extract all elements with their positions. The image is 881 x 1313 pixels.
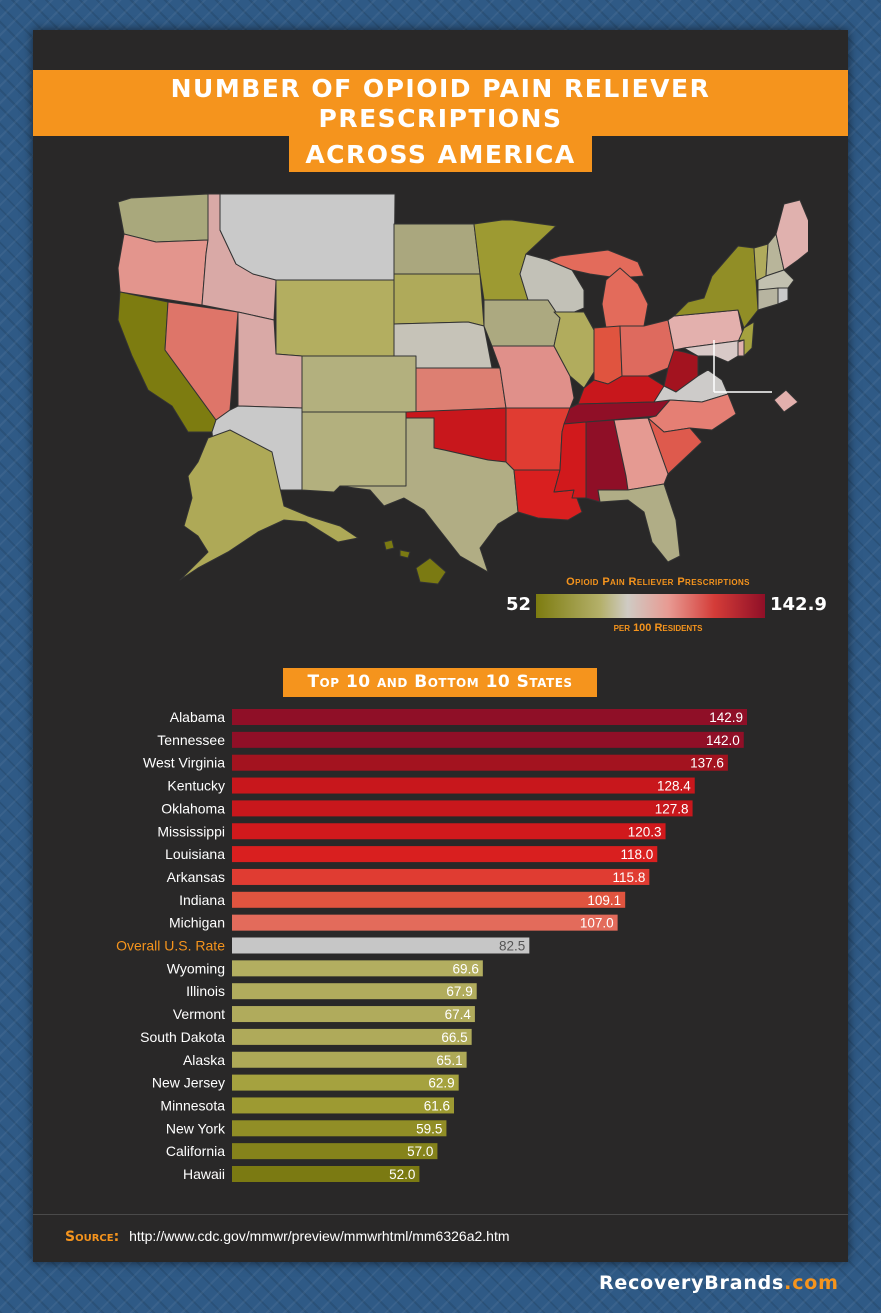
main-title: Number of Opioid Pain Reliever Prescript… [33, 70, 848, 172]
value-label-alaska: 65.1 [436, 1053, 462, 1068]
state-montana [219, 193, 396, 281]
infographic-panel: Number of Opioid Pain Reliever Prescript… [33, 30, 848, 1262]
bar-new-jersey [232, 1074, 459, 1091]
value-label-alabama: 142.9 [709, 710, 743, 725]
brand-logo: RecoveryBrands.com [599, 1272, 839, 1294]
category-label-new-york: New York [166, 1120, 226, 1136]
category-label-indiana: Indiana [179, 892, 225, 908]
bar-chart: Alabama 142.9 Tennessee 142.0 West Virginia 1… [116, 709, 747, 1182]
value-label-indiana: 109.1 [587, 893, 621, 908]
category-label-south-dakota: South Dakota [140, 1029, 225, 1045]
bar-chart-title: Top 10 and Bottom 10 States [283, 668, 597, 697]
state-north-carolina [647, 393, 737, 433]
bar-tennessee [232, 731, 744, 748]
category-label-arkansas: Arkansas [167, 869, 225, 885]
us-choropleth-map [108, 180, 829, 625]
value-label-louisiana: 118.0 [620, 847, 653, 862]
state-dc-inset [773, 389, 799, 413]
bar-minnesota [232, 1097, 455, 1114]
category-label-hawaii: Hawaii [183, 1166, 225, 1182]
value-label-south-dakota: 66.5 [441, 1030, 467, 1045]
bar-mississippi [232, 823, 666, 840]
value-label-overall-u-s-rate: 82.5 [499, 939, 525, 954]
legend-color-scale [536, 594, 765, 618]
bar-indiana [232, 891, 626, 908]
bar-alabama [232, 709, 747, 725]
category-label-louisiana: Louisiana [165, 846, 225, 862]
source-label: Source: [65, 1229, 120, 1245]
source-divider [33, 1214, 848, 1215]
value-label-kentucky: 128.4 [657, 779, 691, 794]
category-label-wyoming: Wyoming [167, 960, 225, 976]
category-label-alaska: Alaska [183, 1052, 225, 1068]
state-alaska [179, 429, 359, 581]
bar-west-virginia [232, 754, 728, 771]
title-line-2: Across America [289, 136, 592, 172]
category-label-alabama: Alabama [170, 709, 225, 725]
bar-michigan [232, 914, 618, 931]
bar-illinois [232, 983, 477, 1000]
value-label-michigan: 107.0 [580, 916, 614, 931]
category-label-vermont: Vermont [173, 1006, 225, 1022]
value-label-california: 57.0 [407, 1144, 433, 1159]
legend-min-value: 52 [505, 594, 531, 615]
category-label-new-jersey: New Jersey [152, 1075, 225, 1091]
category-label-oklahoma: Oklahoma [161, 800, 225, 816]
value-label-vermont: 67.4 [445, 1007, 472, 1022]
state-rhode-island [777, 287, 789, 305]
source-url[interactable]: http://www.cdc.gov/mmwr/preview/mmwrhtml… [129, 1228, 510, 1244]
bar-overall-u-s-rate [232, 937, 530, 954]
category-label-minnesota: Minnesota [160, 1097, 225, 1113]
bar-kentucky [232, 777, 695, 794]
value-label-new-jersey: 62.9 [428, 1076, 454, 1091]
state-texas [339, 417, 519, 573]
bar-oklahoma [232, 800, 693, 817]
value-label-arkansas: 115.8 [613, 870, 646, 885]
brand-name: RecoveryBrands [599, 1272, 785, 1294]
category-label-california: California [166, 1143, 225, 1159]
legend-max-value: 142.9 [770, 594, 827, 615]
bar-vermont [232, 1006, 475, 1023]
legend-title: Opioid Pain Reliever Prescriptions [566, 576, 750, 588]
category-label-mississippi: Mississippi [157, 823, 225, 839]
value-label-oklahoma: 127.8 [655, 801, 689, 816]
bar-alaska [232, 1051, 467, 1068]
value-label-west-virginia: 137.6 [690, 756, 724, 771]
source-line: Source: http://www.cdc.gov/mmwr/preview/… [65, 1228, 510, 1245]
bar-new-york [232, 1120, 447, 1137]
bar-louisiana [232, 846, 658, 863]
category-label-west-virginia: West Virginia [143, 755, 225, 771]
state-hawaii [415, 557, 447, 585]
state-delaware [737, 339, 745, 357]
state-michigan-lower [601, 267, 649, 329]
value-label-wyoming: 69.6 [453, 961, 479, 976]
state-florida [597, 483, 681, 563]
value-label-new-york: 59.5 [416, 1121, 442, 1136]
us-map-svg [117, 193, 829, 585]
value-label-illinois: 67.9 [446, 984, 472, 999]
category-label-overall-u-s-rate: Overall U.S. Rate [116, 938, 225, 954]
bar-south-dakota [232, 1028, 472, 1045]
category-label-michigan: Michigan [169, 915, 225, 931]
legend-subtitle: per 100 Residents [613, 622, 703, 634]
value-label-mississippi: 120.3 [628, 824, 662, 839]
state-hawaii-small-1 [383, 539, 395, 551]
category-label-tennessee: Tennessee [157, 732, 225, 748]
title-line-1: Number of Opioid Pain Reliever Prescript… [33, 70, 848, 136]
category-label-illinois: Illinois [186, 983, 225, 999]
bar-hawaii [232, 1166, 420, 1182]
bar-arkansas [232, 868, 650, 885]
value-label-minnesota: 61.6 [424, 1098, 450, 1113]
brand-tld: .com [784, 1272, 839, 1294]
state-hawaii-small-2 [399, 549, 411, 559]
value-label-tennessee: 142.0 [706, 733, 740, 748]
category-label-kentucky: Kentucky [167, 778, 225, 794]
bar-california [232, 1143, 438, 1160]
value-label-hawaii: 52.0 [389, 1167, 415, 1182]
bar-wyoming [232, 960, 483, 977]
